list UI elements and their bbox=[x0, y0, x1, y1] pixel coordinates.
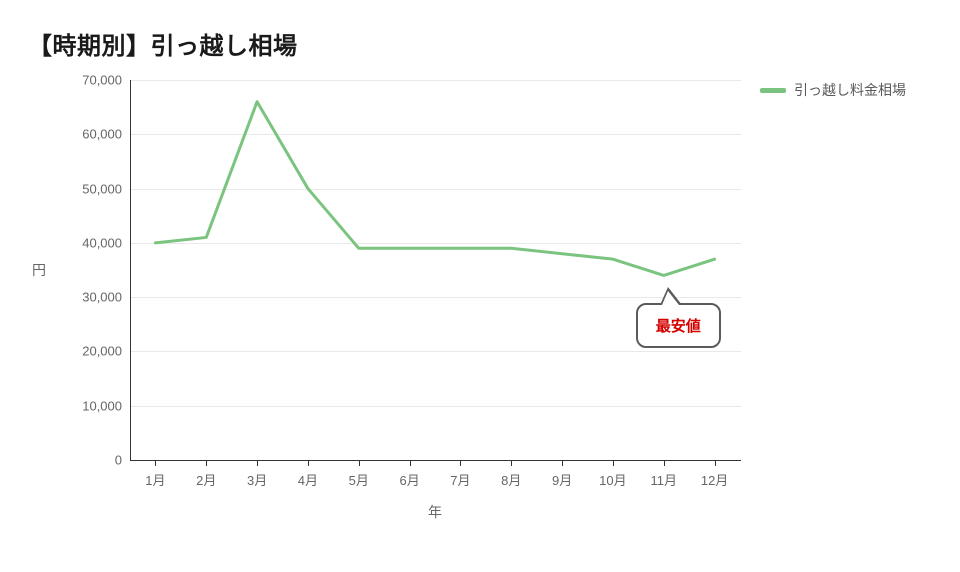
y-tick-label: 70,000 bbox=[62, 73, 122, 88]
x-tick-label: 12月 bbox=[701, 470, 728, 489]
x-tick-label: 4月 bbox=[298, 470, 318, 489]
x-tick-label: 6月 bbox=[399, 470, 419, 489]
legend: 引っ越し料金相場 bbox=[760, 80, 906, 100]
x-tick-label: 9月 bbox=[552, 470, 572, 489]
legend-swatch bbox=[760, 88, 786, 93]
y-tick-label: 40,000 bbox=[62, 235, 122, 250]
x-tick-label: 2月 bbox=[196, 470, 216, 489]
x-tick-label: 3月 bbox=[247, 470, 267, 489]
y-tick-label: 30,000 bbox=[62, 290, 122, 305]
y-tick-label: 20,000 bbox=[62, 344, 122, 359]
x-tick-label: 8月 bbox=[501, 470, 521, 489]
x-tick-label: 11月 bbox=[651, 470, 678, 489]
legend-label: 引っ越し料金相場 bbox=[794, 80, 906, 100]
y-tick-label: 50,000 bbox=[62, 181, 122, 196]
x-tick-label: 7月 bbox=[450, 470, 470, 489]
y-tick-label: 60,000 bbox=[62, 127, 122, 142]
line-series bbox=[130, 80, 740, 460]
x-tick-label: 10月 bbox=[599, 470, 626, 489]
x-tick-label: 1月 bbox=[145, 470, 165, 489]
chart-root: 【時期別】引っ越し相場 010,00020,00030,00040,00050,… bbox=[0, 0, 960, 572]
x-tick-label: 5月 bbox=[349, 470, 369, 489]
x-axis-title: 年 bbox=[428, 502, 442, 522]
chart-wrap: 0 10,000 20,000 30,000 40,000 50,000 60,000 70,… bbox=[0, 0, 960, 572]
series-line bbox=[155, 102, 714, 276]
lowest-price-callout: 最安値 bbox=[636, 303, 721, 348]
y-tick-label: 0 bbox=[62, 453, 122, 468]
callout-text: 最安値 bbox=[656, 318, 701, 335]
y-tick-labels: 010,00020,00030,00040,00050,00060,00070,… bbox=[60, 80, 130, 460]
y-tick-label: 10,000 bbox=[62, 398, 122, 413]
x-tick-labels: 1月 2月 3月 4月 5月 6月 7月 8月 9月 10月 11月 12月 bbox=[130, 466, 740, 490]
y-axis-title: 円 bbox=[32, 260, 46, 280]
